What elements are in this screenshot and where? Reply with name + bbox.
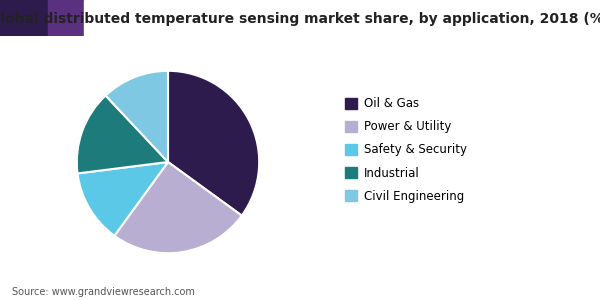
Legend: Oil & Gas, Power & Utility, Safety & Security, Industrial, Civil Engineering: Oil & Gas, Power & Utility, Safety & Sec… xyxy=(342,94,471,206)
Bar xyxy=(84,0,600,36)
Text: Source: www.grandviewresearch.com: Source: www.grandviewresearch.com xyxy=(12,287,195,297)
Wedge shape xyxy=(168,71,259,216)
Wedge shape xyxy=(77,95,168,173)
Bar xyxy=(0,0,48,36)
Bar xyxy=(48,0,84,36)
Wedge shape xyxy=(115,162,242,253)
Text: Global distributed temperature sensing market share, by application, 2018 (%): Global distributed temperature sensing m… xyxy=(0,13,600,26)
Wedge shape xyxy=(77,162,168,236)
Wedge shape xyxy=(106,71,168,162)
